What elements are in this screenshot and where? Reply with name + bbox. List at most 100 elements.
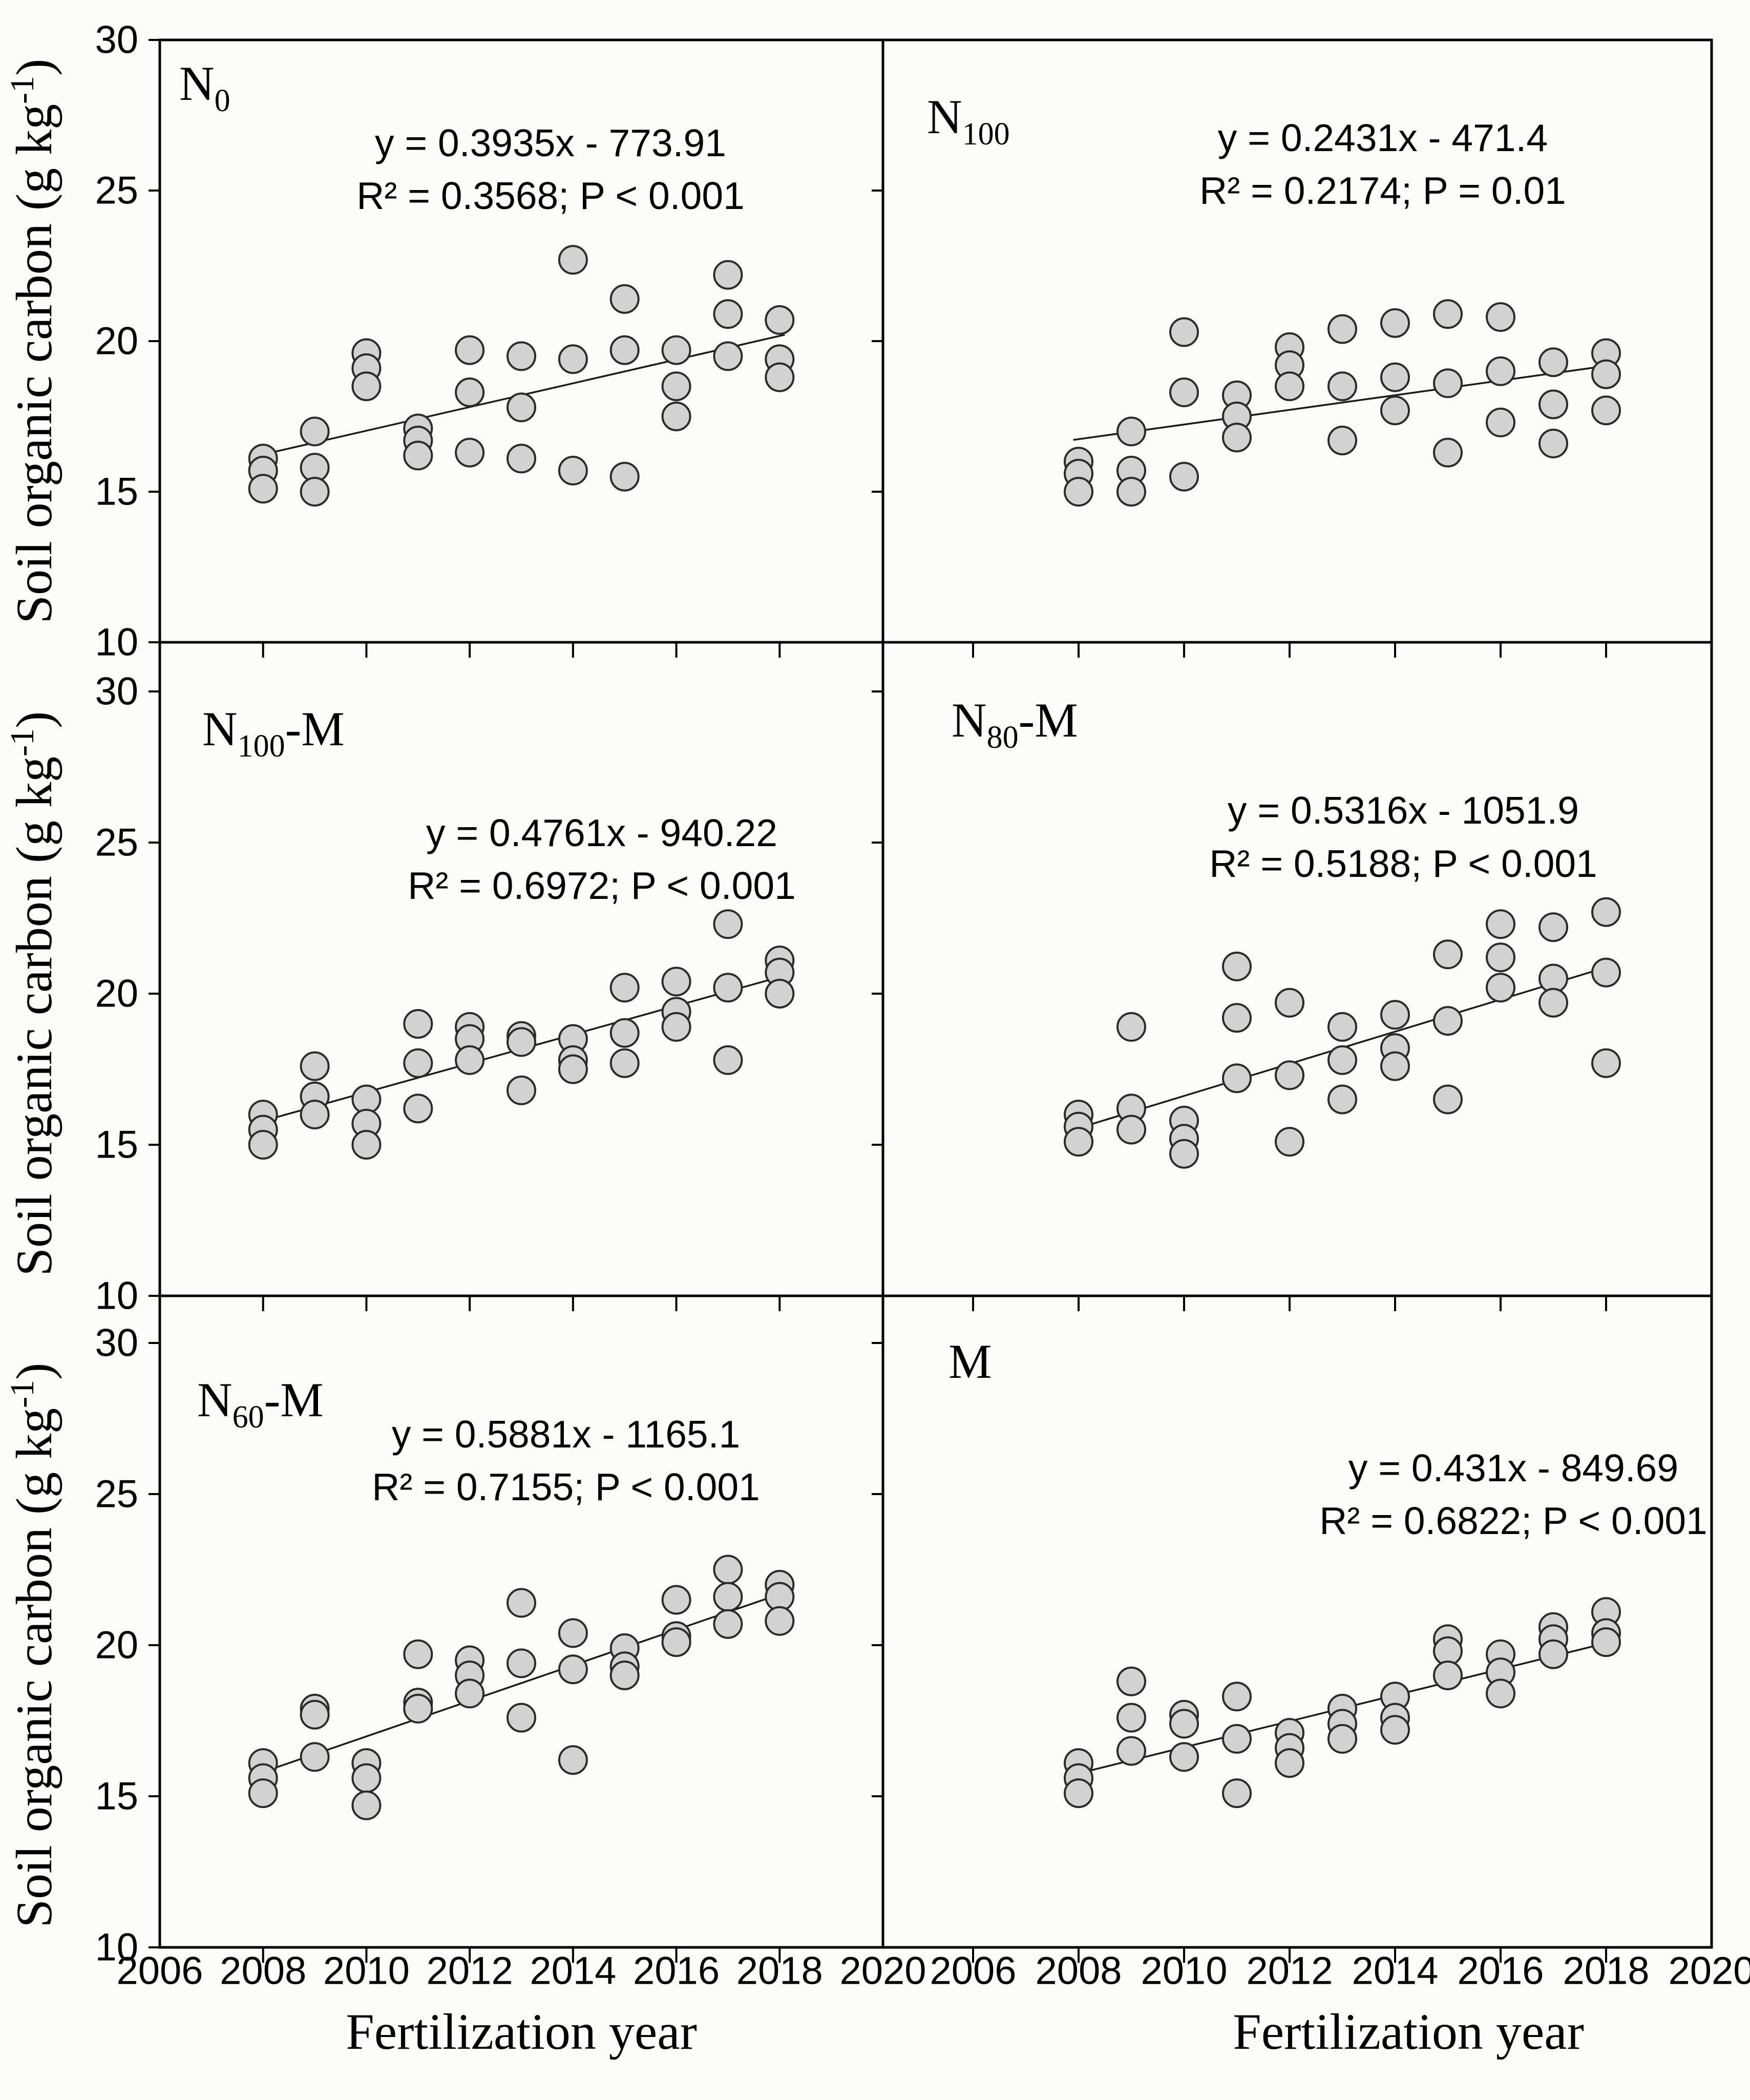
data-point (1275, 988, 1304, 1018)
y-axis-title-main: Soil organic carbon (g kg (6, 104, 62, 624)
y-axis-title: Soil organic carbon (g kg-1) (4, 711, 62, 1276)
data-point (1380, 308, 1410, 338)
panel-label: N60-M (197, 1373, 324, 1435)
panel-label: M (948, 1334, 992, 1389)
data-point (1591, 897, 1621, 927)
x-tick-label: 2008 (1035, 1949, 1122, 1993)
data-point (1222, 1778, 1252, 1809)
data-point (1275, 371, 1304, 402)
data-point (609, 1018, 640, 1048)
x-tick-label: 2016 (633, 1949, 720, 1993)
y-tick-label: 25 (95, 1473, 138, 1516)
data-point (1169, 461, 1199, 492)
data-point (765, 305, 795, 335)
data-point (351, 371, 382, 402)
equation-text: y = 0.431x - 849.69 (1348, 1446, 1678, 1489)
panel-2: 30 25 20 15 10 N100-M y = 0.4761x - 940.22 R² =… (95, 641, 884, 1318)
data-point (300, 477, 330, 507)
data-point (1222, 1063, 1252, 1094)
x-tick-label: 2016 (1457, 1949, 1544, 1993)
data-point (403, 1639, 433, 1669)
x-axis-title: Fertilization year (1233, 2003, 1584, 2060)
equation-text: y = 0.3935x - 773.91 (375, 121, 726, 164)
data-point (713, 1045, 743, 1075)
data-point (1538, 347, 1568, 377)
data-point (558, 455, 588, 486)
x-tick-label: 2006 (930, 1949, 1016, 1993)
data-point (351, 1130, 382, 1160)
data-point (713, 299, 743, 329)
data-point (1433, 939, 1463, 970)
data-point (248, 1778, 278, 1809)
data-point (455, 335, 485, 365)
y-axis-title: Soil organic carbon (g kg-1) (4, 59, 62, 624)
data-point (1591, 957, 1621, 988)
data-point (403, 1048, 433, 1078)
data-point (713, 341, 743, 371)
y-tick-label: 15 (95, 1123, 138, 1167)
y-tick-label: 30 (95, 1321, 138, 1365)
data-point (1116, 477, 1146, 507)
panel-label-base: N (202, 702, 238, 756)
data-point (1433, 437, 1463, 468)
data-point (661, 967, 691, 997)
data-point (713, 973, 743, 1003)
y-axis-title-main: Soil organic carbon (g kg (6, 1408, 62, 1928)
equation-text: y = 0.4761x - 940.22 (426, 811, 777, 854)
panel-label-base: M (948, 1334, 992, 1389)
data-point (1538, 428, 1568, 458)
y-axis-title-close: ) (6, 711, 62, 728)
panel-label-suffix: -M (264, 1373, 324, 1427)
data-point (1486, 973, 1515, 1003)
data-point (765, 362, 795, 392)
data-point (1591, 1048, 1621, 1078)
data-point (351, 1790, 382, 1820)
data-point (1380, 1715, 1410, 1745)
y-axis-title-superscript: -1 (4, 76, 41, 104)
data-point (507, 444, 536, 474)
data-point (1486, 909, 1515, 939)
data-point (661, 402, 691, 431)
data-point (1538, 389, 1568, 419)
x-tick-label: 2014 (530, 1949, 616, 1993)
data-point (403, 1094, 433, 1124)
data-point (713, 1555, 743, 1585)
data-point (1538, 988, 1568, 1018)
data-point (1169, 317, 1199, 347)
data-point (1591, 1627, 1621, 1657)
equation-stats: R² = 0.3568; P < 0.001 (356, 174, 745, 217)
data-point (1327, 426, 1357, 455)
trend-line (1073, 364, 1612, 441)
panel-label: N80-M (952, 693, 1078, 755)
data-point (1486, 407, 1515, 437)
data-point (455, 437, 485, 468)
data-point (1591, 359, 1621, 389)
data-point (403, 440, 433, 471)
y-tick-label: 30 (95, 18, 138, 62)
data-point (403, 1693, 433, 1724)
x-tick-label: 2020 (1668, 1949, 1750, 1993)
y-tick-label: 20 (95, 1624, 138, 1667)
equation-text: y = 0.2431x - 471.4 (1218, 116, 1548, 159)
equation-text: y = 0.5316x - 1051.9 (1228, 789, 1579, 832)
data-point (1116, 416, 1146, 447)
data-point (1169, 1742, 1199, 1772)
data-point (1327, 371, 1357, 402)
panel-0: 30 25 20 15 10 N0 y = 0.3935x - 773.91 R² = 0.3… (95, 18, 884, 664)
y-tick-label: 25 (95, 821, 138, 865)
data-point (1275, 1127, 1304, 1157)
data-point (661, 335, 691, 365)
data-point (300, 1742, 330, 1772)
data-point (713, 1582, 743, 1612)
data-point (1169, 1139, 1199, 1169)
y-tick-label: 25 (95, 169, 138, 213)
y-tick-label: 20 (95, 320, 138, 363)
data-point (1116, 1736, 1146, 1766)
data-point (609, 1048, 640, 1078)
panel-label-sub: 100 (238, 729, 285, 764)
y-tick-label: 15 (95, 1775, 138, 1818)
y-tick-label: 10 (95, 621, 138, 664)
data-point (507, 1588, 536, 1618)
data-point (1433, 368, 1463, 398)
